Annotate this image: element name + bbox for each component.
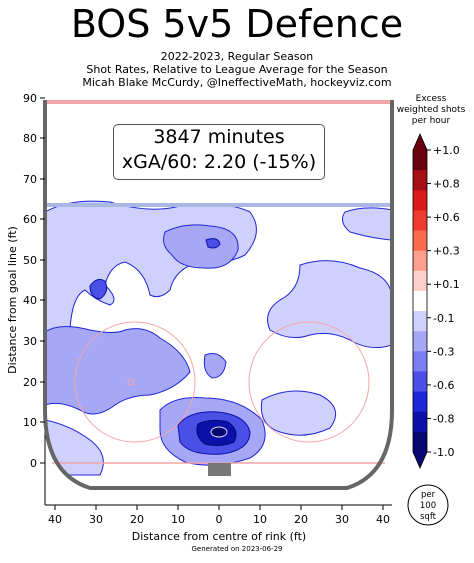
heat-region-high-slot <box>163 224 239 269</box>
heat-region-right-spot <box>203 353 227 379</box>
y-tick-label: 40 <box>23 294 37 307</box>
heat-region-left-side <box>45 326 191 415</box>
heat-region-high-slot-core <box>205 238 221 249</box>
colorbar-tick-label: +0.8 <box>433 178 460 191</box>
colorbar-tick-label: +0.3 <box>433 245 460 258</box>
colorbar-title-line: per hour <box>412 116 451 126</box>
unit-label: per 100 sqft <box>420 490 437 522</box>
colorbar-tick-label: +1.0 <box>433 144 460 157</box>
xga-text: xGA/60: 2.20 (-15%) <box>121 151 317 173</box>
colorbar-segment <box>413 290 427 312</box>
y-tick-label: 90 <box>23 92 37 105</box>
colorbar-tick-label: +0.6 <box>433 211 460 224</box>
subtitle-author: Micah Blake McCurdy, @IneffectiveMath, h… <box>82 76 392 89</box>
colorbar-segment <box>413 270 427 292</box>
colorbar-segment <box>413 190 427 211</box>
y-axis-label: Distance from goal line (ft) <box>6 226 19 374</box>
x-tick-label: 10 <box>171 513 185 526</box>
stats-box: 3847 minutes xGA/60: 2.20 (-15%) <box>113 124 325 180</box>
x-tick-label: 10 <box>253 513 267 526</box>
heat-region-right-low <box>260 390 337 436</box>
unit-label-line: 100 <box>420 501 436 511</box>
right-faceoff-circle <box>248 321 370 443</box>
goal-net <box>208 463 231 476</box>
x-tick-label: 0 <box>216 513 223 526</box>
colorbar-tick-label: -0.1 <box>433 312 454 325</box>
x-tick-label: 20 <box>130 513 144 526</box>
x-tick-label: 40 <box>48 513 62 526</box>
y-axis-ticks: 0 10 20 30 40 50 60 70 80 90 <box>23 92 45 470</box>
colorbar-title: Excess weighted shots per hour <box>397 94 466 126</box>
colorbar-segment <box>413 170 427 191</box>
colorbar <box>412 133 428 469</box>
y-tick-label: 30 <box>23 335 37 348</box>
y-tick-label: 0 <box>30 457 37 470</box>
generated-date: Generated on 2023-06-29 <box>191 545 283 553</box>
colorbar-segment <box>413 411 427 433</box>
y-tick-label: 20 <box>23 376 37 389</box>
colorbar-segment <box>413 210 427 232</box>
heat-region-right-upper <box>341 207 392 241</box>
colorbar-tick-label: -1.0 <box>433 446 454 459</box>
minutes-text: 3847 minutes <box>153 126 285 148</box>
subtitle-season: 2022-2023, Regular Season <box>160 50 314 63</box>
y-tick-label: 70 <box>23 173 37 186</box>
colorbar-tick-label: -0.3 <box>433 345 454 358</box>
chart-title: BOS 5v5 Defence <box>70 2 404 46</box>
x-axis-ticks: 40 30 20 10 0 10 20 30 40 <box>48 505 390 526</box>
x-axis-label: Distance from centre of rink (ft) <box>132 530 306 543</box>
colorbar-segment <box>413 371 427 393</box>
colorbar-bottom-arrow <box>413 452 427 468</box>
unit-circle <box>407 484 449 526</box>
colorbar-tick-label: -0.8 <box>433 412 454 425</box>
colorbar-segment <box>413 311 427 332</box>
left-faceoff-dot <box>127 378 135 386</box>
rink-boards <box>43 100 394 490</box>
heat-region-left-point <box>89 278 108 300</box>
y-tick-label: 60 <box>23 213 37 226</box>
x-tick-label: 30 <box>335 513 349 526</box>
unit-label-line: per <box>421 490 436 500</box>
colorbar-segment <box>413 431 427 453</box>
colorbar-segment <box>413 391 427 413</box>
unit-label-line: sqft <box>420 512 437 522</box>
colorbar-tick-label: +0.1 <box>433 278 460 291</box>
colorbar-title-line: weighted shots <box>397 105 466 115</box>
colorbar-segment <box>413 250 427 272</box>
subtitle-metric: Shot Rates, Relative to League Average f… <box>86 63 388 76</box>
heat-region-left-corner <box>45 419 104 476</box>
colorbar-segment <box>413 351 427 372</box>
colorbar-top-arrow <box>413 134 427 150</box>
left-faceoff-circle <box>74 321 196 443</box>
x-tick-label: 20 <box>294 513 308 526</box>
colorbar-tick-label: -0.6 <box>433 379 454 392</box>
colorbar-segment <box>413 230 427 252</box>
heatmap-regions <box>45 200 392 476</box>
colorbar-title-line: Excess <box>416 94 447 104</box>
y-tick-label: 10 <box>23 416 37 429</box>
colorbar-ticks: +1.0 +0.8 +0.6 +0.3 +0.1 -0.1 -0.3 -0.6 -0.8 -1.0 <box>427 144 460 459</box>
x-tick-label: 40 <box>376 513 390 526</box>
heat-region-right-mid <box>267 260 392 349</box>
heat-region-crease-peak <box>210 426 228 438</box>
x-tick-label: 30 <box>89 513 103 526</box>
y-tick-label: 80 <box>23 132 37 145</box>
y-tick-label: 50 <box>23 254 37 267</box>
colorbar-segment <box>413 150 427 171</box>
colorbar-segment <box>413 331 427 352</box>
